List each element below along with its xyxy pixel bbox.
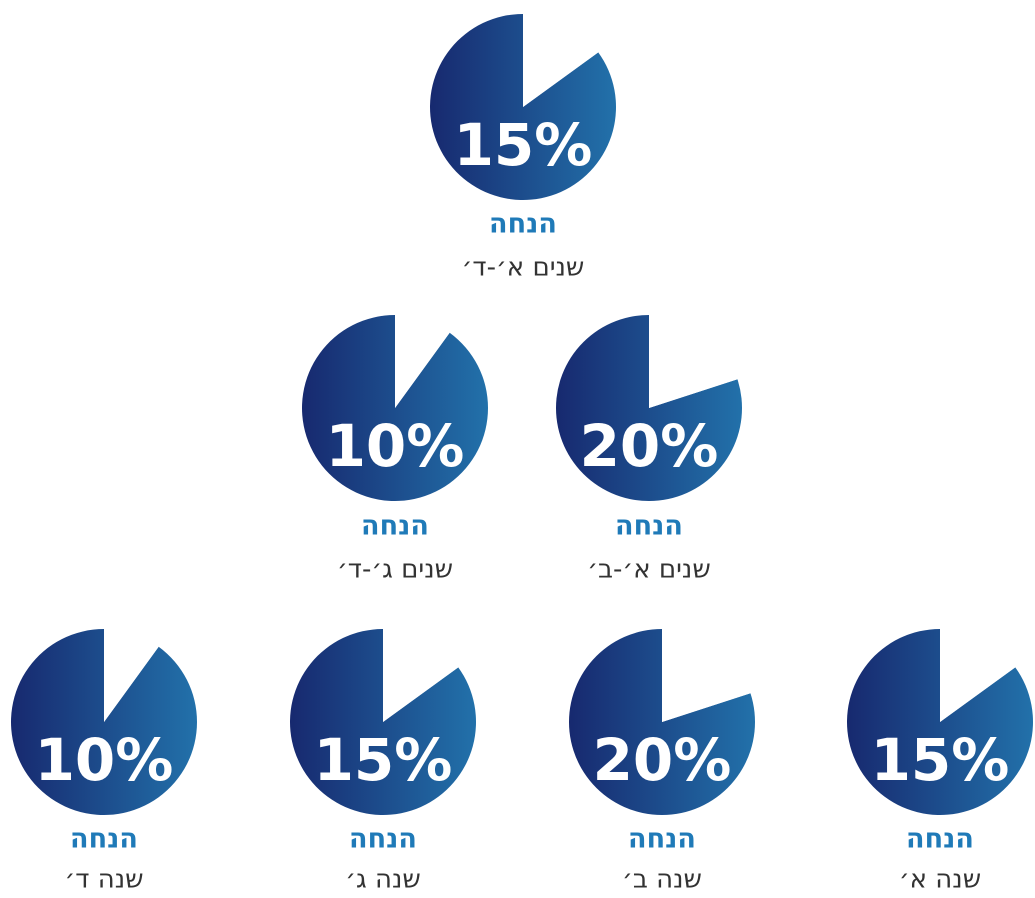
value-label: 20%: [593, 726, 732, 794]
pie-slice: [662, 629, 751, 722]
pie-slice: [940, 629, 1016, 722]
value-label: 10%: [35, 726, 174, 794]
pie-subtitle: שנים א׳-ד׳: [462, 253, 585, 283]
value-label: 15%: [871, 726, 1010, 794]
pie-title: הנחה: [906, 824, 974, 855]
value-label: 20%: [580, 412, 719, 480]
pie-subtitle: שנים א׳-ב׳: [587, 555, 711, 585]
pie-title: הנחה: [489, 209, 557, 240]
pie-slice: [649, 315, 738, 408]
pie-slice: [383, 629, 459, 722]
value-label: 15%: [454, 111, 593, 179]
pie-subtitle: שנה ג׳: [345, 865, 421, 895]
pie-subtitle: שנה ב׳: [622, 865, 702, 895]
pie-slice-rest: [302, 315, 489, 502]
pie-slice: [104, 629, 159, 722]
pie-slice: [523, 14, 599, 107]
pie-slice: [395, 315, 450, 408]
value-label: 10%: [326, 412, 465, 480]
pie-title: הנחה: [70, 824, 138, 855]
pie-title: הנחה: [628, 824, 696, 855]
pie-title: הנחה: [349, 824, 417, 855]
pie-subtitle: שנה ד׳: [64, 865, 143, 895]
pie-subtitle: שנים ג׳-ד׳: [337, 555, 453, 585]
pie-title: הנחה: [615, 511, 683, 542]
pie-slice-rest: [11, 629, 198, 816]
pie-title: הנחה: [361, 511, 429, 542]
value-label: 15%: [314, 726, 453, 794]
pie-subtitle: שנה א׳: [899, 865, 981, 895]
